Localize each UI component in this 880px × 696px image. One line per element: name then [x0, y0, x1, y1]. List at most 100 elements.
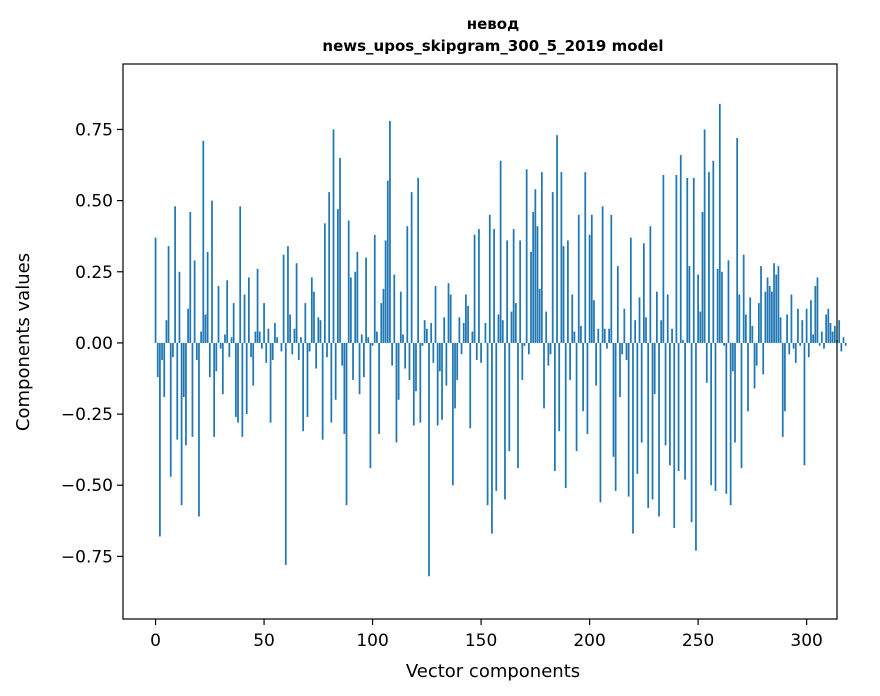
bar-90	[350, 277, 352, 343]
bar-198	[584, 172, 587, 343]
y-tick-label: 0.25	[75, 263, 113, 283]
bar-18	[193, 260, 196, 343]
bar-109	[391, 342, 393, 366]
bar-242	[679, 155, 682, 343]
bar-229	[651, 342, 654, 500]
bar-84	[336, 209, 339, 343]
bar-4	[163, 342, 166, 397]
bar-223	[638, 297, 641, 343]
bar-292	[788, 342, 791, 355]
bar-263	[725, 342, 728, 494]
bar-43	[248, 277, 250, 343]
bar-248	[692, 177, 695, 343]
bar-190	[567, 240, 569, 343]
bar-307	[820, 331, 823, 343]
bar-278	[758, 303, 760, 343]
bar-180	[545, 311, 548, 343]
plot-frame	[122, 63, 838, 620]
bar-83	[334, 342, 337, 400]
bar-130	[436, 342, 439, 426]
y-tick-label: −0.50	[61, 476, 113, 496]
bar-315	[838, 320, 841, 343]
y-tick-label: −0.25	[61, 405, 113, 425]
bar-301	[807, 342, 810, 358]
bar-11	[178, 271, 181, 343]
bar-291	[786, 314, 788, 343]
bar-272	[744, 314, 747, 343]
bar-34	[228, 342, 231, 358]
bar-187	[560, 172, 563, 343]
y-tick-label: 0.00	[75, 334, 113, 354]
bar-44	[250, 342, 252, 358]
bar-282	[766, 277, 769, 343]
bar-155	[491, 342, 493, 534]
bar-313	[833, 325, 836, 343]
bar-158	[497, 314, 500, 343]
bar-111	[395, 342, 398, 443]
bar-101	[373, 234, 376, 343]
bar-205	[599, 342, 602, 503]
bar-13	[182, 342, 185, 397]
bar-15	[187, 308, 189, 343]
bar-45	[252, 342, 255, 386]
bar-306	[818, 342, 821, 346]
bar-270	[740, 342, 743, 469]
bar-74	[315, 342, 318, 369]
bar-100	[371, 342, 374, 346]
bar-174	[532, 212, 535, 343]
bar-176	[536, 226, 539, 343]
bar-32	[224, 334, 226, 343]
bar-186	[558, 342, 561, 432]
bar-290	[784, 342, 786, 412]
y-tick-label: 0.50	[75, 192, 113, 212]
bar-251	[699, 311, 702, 343]
bar-65	[295, 263, 298, 343]
bar-146	[471, 331, 474, 343]
bar-227	[647, 342, 650, 508]
bar-97	[365, 257, 367, 343]
bar-53	[269, 342, 272, 423]
bar-58	[280, 342, 283, 352]
bar-126	[428, 342, 430, 577]
bar-191	[569, 342, 571, 380]
bar-75	[317, 317, 320, 343]
bar-189	[564, 342, 567, 489]
bar-209	[608, 328, 610, 343]
bar-201	[590, 214, 593, 343]
bar-140	[458, 317, 461, 343]
bar-88	[345, 342, 348, 506]
bar-105	[382, 288, 385, 343]
bar-39	[239, 206, 242, 343]
bar-217	[625, 342, 628, 360]
bar-166	[514, 303, 517, 343]
bar-200	[588, 234, 591, 343]
bar-308	[823, 342, 825, 349]
bar-197	[582, 342, 584, 412]
bar-35	[230, 337, 233, 343]
bar-123	[421, 342, 424, 346]
bar-312	[831, 331, 834, 343]
bar-172	[527, 342, 530, 355]
bar-42	[245, 342, 248, 415]
x-axis: 0 50 100 150 200 250 300	[150, 619, 823, 651]
bar-259	[716, 268, 719, 343]
bar-52	[267, 328, 270, 343]
bar-206	[601, 206, 604, 343]
bar-266	[731, 342, 734, 372]
bar-60	[284, 342, 287, 565]
bar-104	[380, 303, 383, 343]
bar-7	[169, 342, 172, 477]
bar-294	[792, 342, 795, 349]
bar-214	[619, 342, 621, 397]
bar-76	[319, 320, 322, 343]
bar-318	[844, 342, 847, 346]
bar-287	[777, 266, 780, 343]
bar-289	[781, 342, 784, 437]
bar-152	[484, 323, 487, 343]
bar-167	[517, 342, 519, 469]
bar-26	[211, 200, 213, 343]
bar-207	[603, 328, 606, 343]
bar-255	[708, 172, 710, 343]
bar-1	[156, 342, 159, 378]
